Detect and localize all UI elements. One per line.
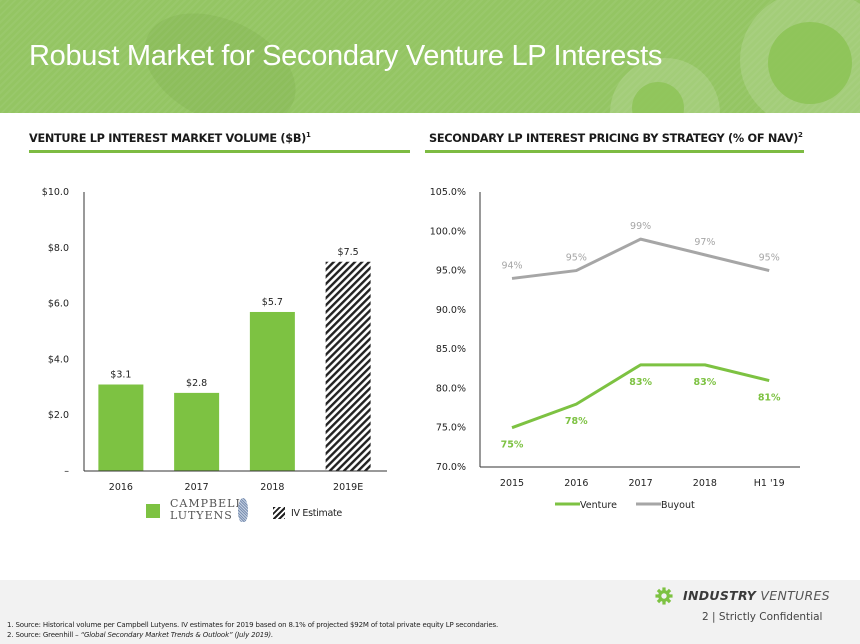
brand-name-bold: INDUSTRY	[683, 588, 757, 603]
bar	[174, 392, 220, 471]
legend-label-iv-estimate: IV Estimate	[291, 508, 342, 519]
footer	[0, 580, 860, 644]
gear-decoration-hole	[768, 22, 852, 104]
footnote-1: 1. Source: Historical volume per Campbel…	[7, 621, 499, 629]
footnote-2-prefix: 2. Source: Greenhill –	[7, 631, 81, 639]
line-xtick-label: H1 '19	[754, 478, 785, 489]
left-section-title: VENTURE LP INTEREST MARKET VOLUME ($B)1	[29, 131, 311, 145]
line-xtick-label: 2018	[693, 478, 717, 489]
bar-ytick-label: $8.0	[48, 243, 69, 254]
footnote-ref-2: 2	[798, 131, 803, 139]
bar	[98, 384, 144, 471]
campbell-lutyens-logo: CAMPBELL LUTYENS	[170, 498, 244, 522]
bar-ytick-label: $4.0	[48, 354, 69, 365]
line-data-label-venture: 78%	[565, 416, 588, 427]
brand-name: INDUSTRY VENTURES	[683, 588, 830, 603]
line-ytick-label: 105.0%	[430, 187, 466, 198]
line-data-label-buyout: 95%	[566, 253, 587, 264]
line-ytick-label: 80.0%	[436, 383, 466, 394]
logo-text-line-2: LUTYENS	[170, 509, 233, 522]
line-data-label-buyout: 97%	[694, 237, 715, 248]
bar-ytick-label: $2.0	[48, 410, 69, 421]
bar-xtick-label: 2017	[185, 482, 209, 493]
line-xtick-label: 2015	[500, 478, 524, 489]
footnote-ref-1: 1	[306, 131, 311, 139]
left-section-rule	[29, 150, 410, 153]
header-banner: Robust Market for Secondary Venture LP I…	[0, 0, 860, 113]
bar-data-label: $2.8	[186, 378, 207, 389]
line-ytick-label: 90.0%	[436, 305, 466, 316]
bar-xtick-label: 2019E	[333, 482, 363, 493]
legend-label-venture: Venture	[580, 500, 617, 511]
legend-swatch-iv-estimate	[273, 507, 285, 519]
bar	[249, 311, 295, 471]
bar-estimate	[325, 261, 371, 471]
bar-ytick-label: –	[64, 466, 69, 477]
page-number: 2	[702, 611, 709, 623]
bar-xtick-label: 2016	[109, 482, 133, 493]
bar-data-label: $5.7	[262, 297, 283, 308]
line-data-label-buyout: 94%	[501, 260, 522, 271]
right-section-title: SECONDARY LP INTEREST PRICING BY STRATEG…	[429, 131, 803, 145]
right-section-title-text: SECONDARY LP INTEREST PRICING BY STRATEG…	[429, 131, 799, 145]
line-ytick-label: 100.0%	[430, 226, 466, 237]
pricing-line-chart: 70.0% 75.0% 80.0% 85.0% 90.0% 95.0% 100.0% 105.…	[430, 187, 800, 511]
line-ytick-label: 70.0%	[436, 462, 466, 473]
line-ytick-label: 85.0%	[436, 344, 466, 355]
footnote-2-title: “Global Secondary Market Trends & Outloo…	[80, 631, 274, 639]
line-xtick-label: 2016	[564, 478, 588, 489]
page-footer-info: 2 | Strictly Confidential	[702, 611, 822, 623]
market-volume-bar-chart: –$2.0$4.0$6.0$8.0$10.0 $3.1$2.8$5.7$7.5 …	[42, 187, 387, 493]
left-section-title-text: VENTURE LP INTEREST MARKET VOLUME ($B)	[29, 131, 307, 145]
right-section-rule	[425, 150, 804, 153]
footnote-2: 2. Source: Greenhill – “Global Secondary…	[7, 631, 273, 639]
page-title: Robust Market for Secondary Venture LP I…	[29, 40, 663, 72]
line-xtick-label: 2017	[629, 478, 653, 489]
line-ytick-label: 75.0%	[436, 423, 466, 434]
line-data-label-buyout: 99%	[630, 221, 651, 232]
confidentiality-notice: | Strictly Confidential	[712, 611, 823, 623]
logo-text-line-1: CAMPBELL	[170, 497, 244, 510]
series-line-buyout	[511, 237, 770, 280]
bar-ytick-label: $6.0	[48, 299, 69, 310]
pineapple-icon	[238, 498, 248, 522]
brand-name-light: VENTURES	[760, 588, 830, 603]
header-texture	[0, 0, 860, 113]
line-data-label-venture: 83%	[629, 377, 652, 388]
legend-label-buyout: Buyout	[661, 500, 695, 511]
bar-data-label: $3.1	[110, 370, 131, 381]
series-line-venture	[511, 363, 770, 430]
line-ytick-label: 95.0%	[436, 266, 466, 277]
line-data-label-venture: 75%	[501, 440, 524, 451]
gear-logo-icon	[655, 587, 673, 605]
line-data-label-venture: 81%	[758, 393, 781, 404]
line-data-label-buyout: 95%	[759, 253, 780, 264]
bar-data-label: $7.5	[338, 247, 359, 258]
bar-ytick-label: $10.0	[42, 187, 69, 198]
line-data-label-venture: 83%	[694, 377, 717, 388]
legend-swatch-campbell-lutyens	[146, 504, 160, 518]
bar-xtick-label: 2018	[260, 482, 284, 493]
